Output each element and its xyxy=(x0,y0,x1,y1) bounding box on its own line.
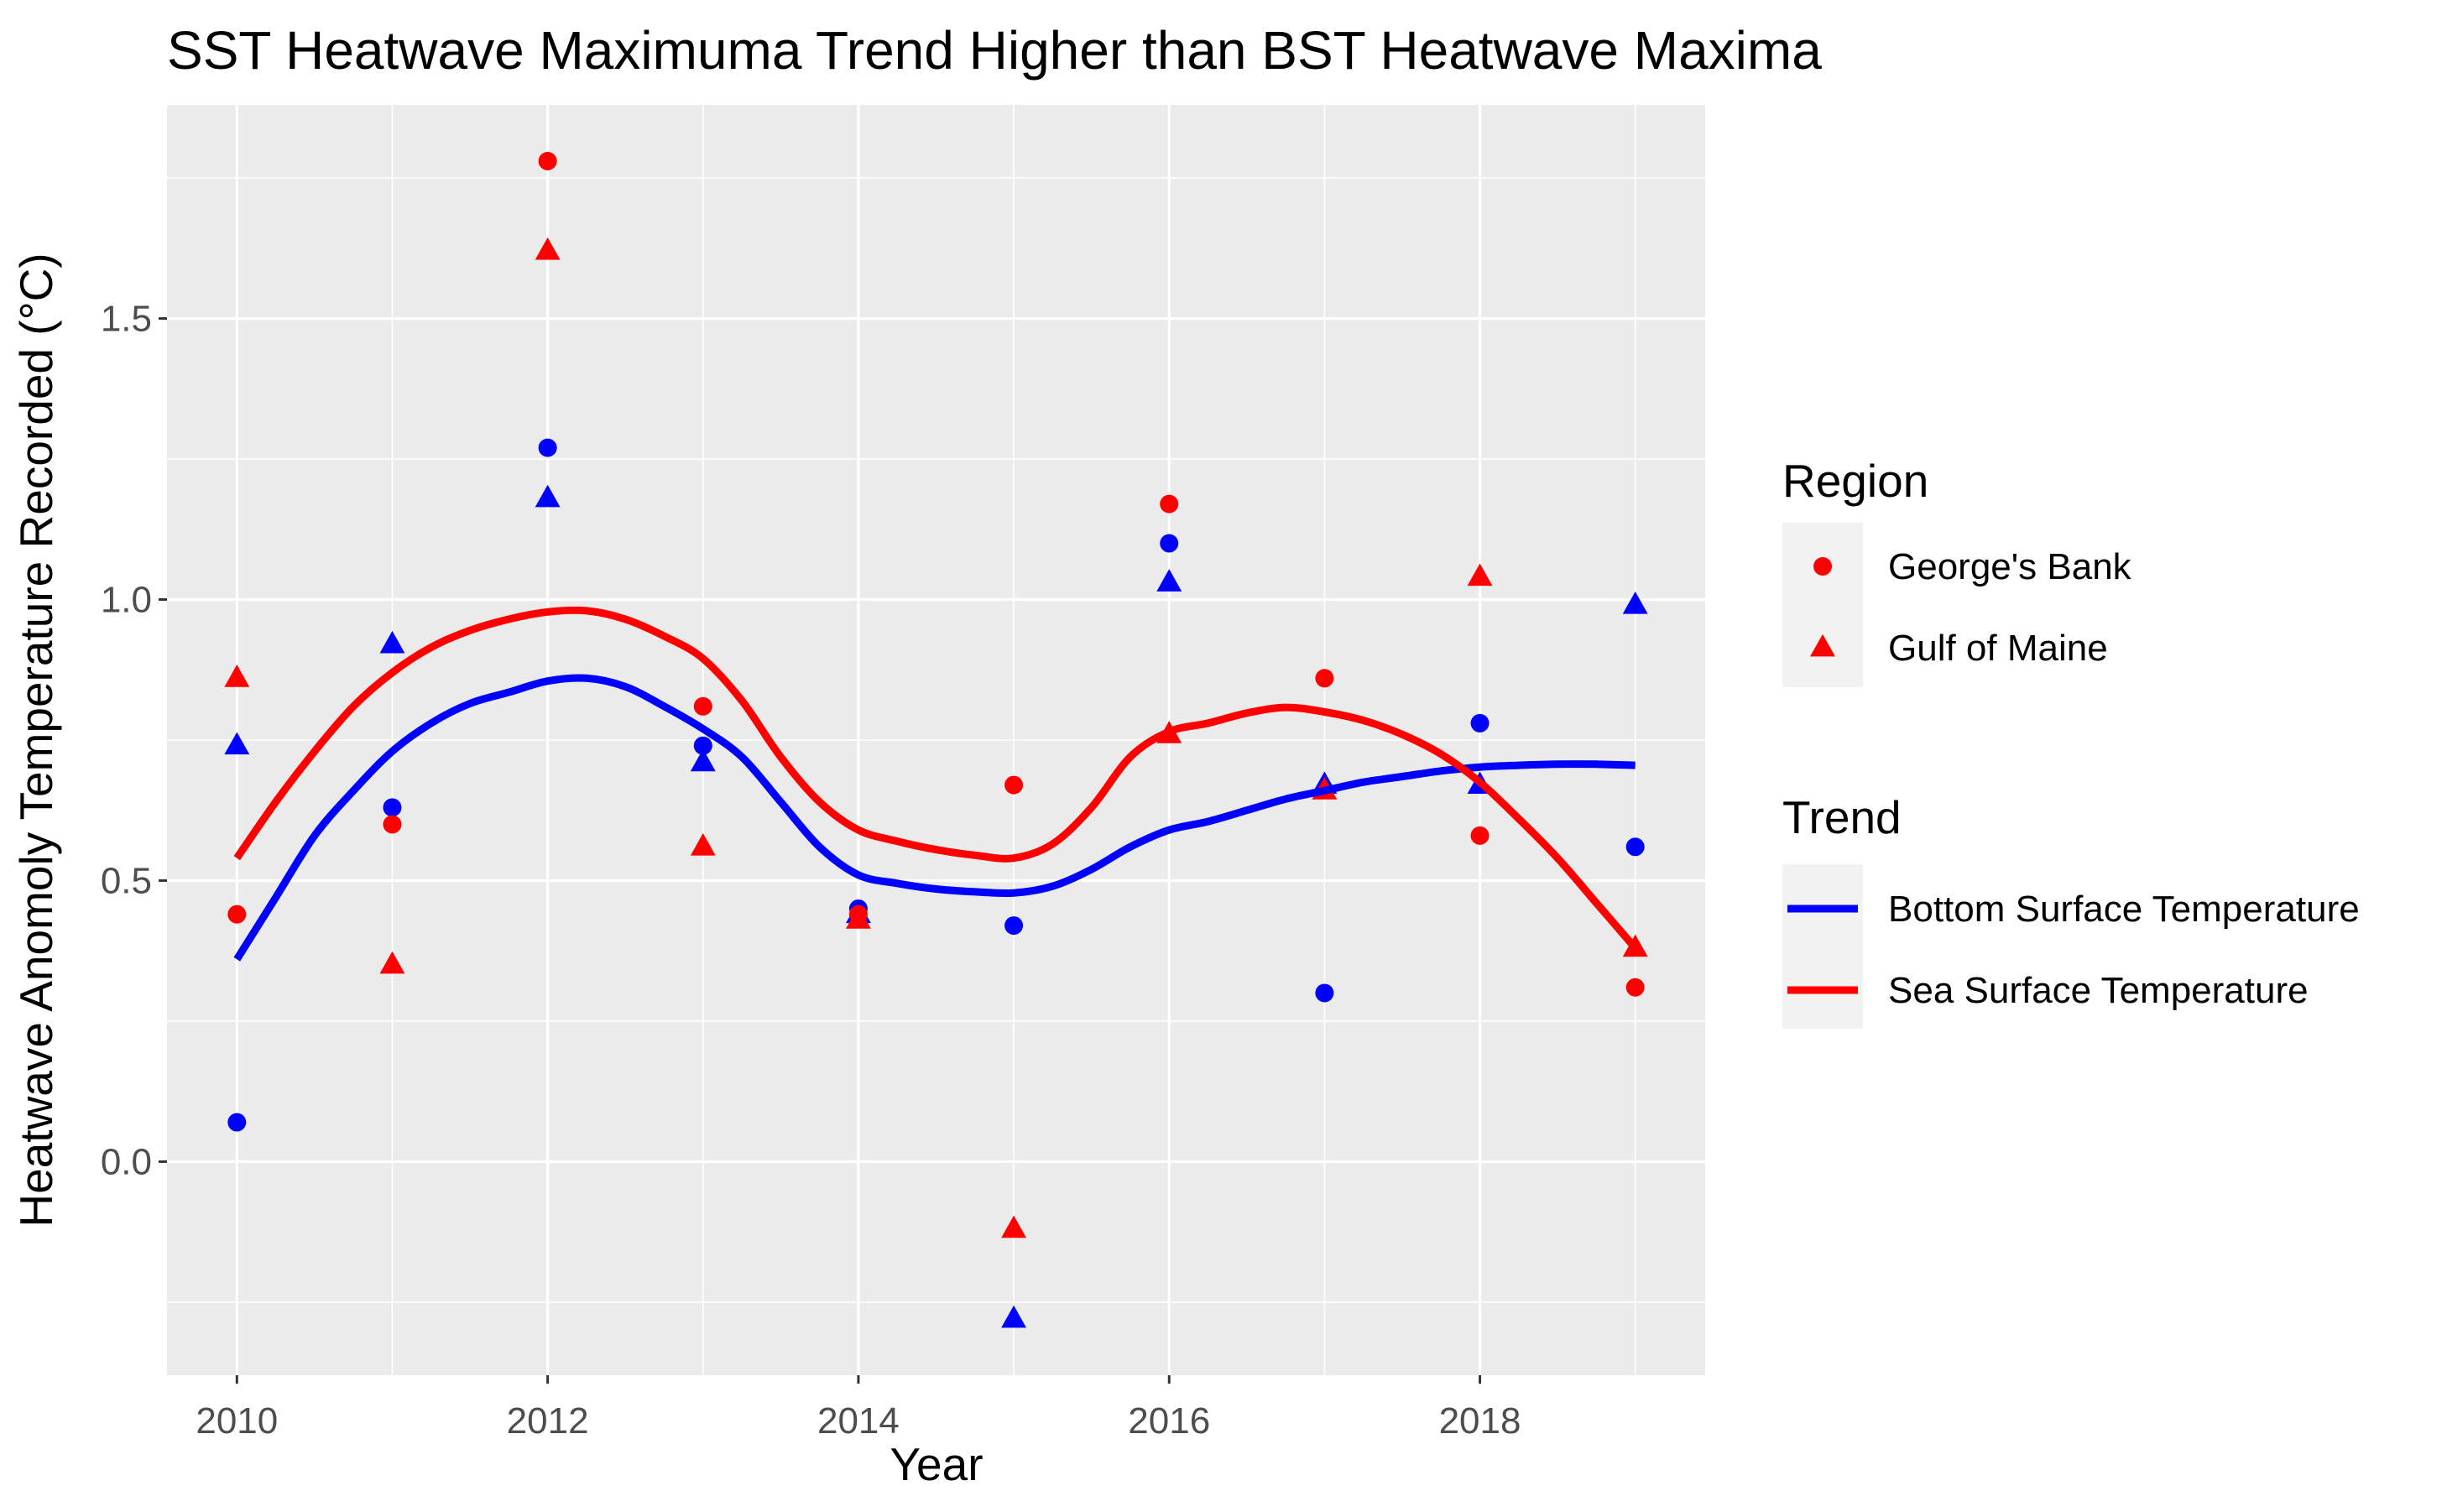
point-sea-surface-temperature-gulf-of-maine-2013 xyxy=(690,833,716,856)
point-sea-surface-temperature-george-s-bank-2012 xyxy=(538,151,557,170)
legend-key-background-trend xyxy=(1782,864,1863,1029)
point-sea-surface-temperature-george-s-bank-2018 xyxy=(1470,826,1490,845)
point-bottom-surface-temperature-george-s-bank-2010 xyxy=(227,1113,247,1132)
point-bottom-surface-temperature-george-s-bank-2017 xyxy=(1315,983,1334,1003)
point-sea-surface-temperature-george-s-bank-2011 xyxy=(383,815,402,834)
legend-key-gulf-of-maine xyxy=(1810,633,1835,657)
point-bottom-surface-temperature-gulf-of-maine-2016 xyxy=(1156,569,1182,592)
point-sea-surface-temperature-gulf-of-maine-2018 xyxy=(1467,563,1493,587)
legend-key-george-s-bank xyxy=(1813,557,1832,576)
y-axis-title: Heatwave Anomoly Temperature Recorded (°… xyxy=(10,253,62,1227)
point-sea-surface-temperature-george-s-bank-2013 xyxy=(693,696,712,716)
legend-label-bottom-surface-temperature: Bottom Surface Temperature xyxy=(1888,889,2360,930)
x-tick-label: 2018 xyxy=(1439,1400,1521,1442)
point-bottom-surface-temperature-gulf-of-maine-2012 xyxy=(535,484,561,508)
plot-area: 2010 2012 2014 2016 2018 0.0 0.5 1.0 1.5 xyxy=(101,105,1705,1442)
point-sea-surface-temperature-george-s-bank-2015 xyxy=(1004,775,1024,795)
point-bottom-surface-temperature-george-s-bank-2012 xyxy=(538,438,557,457)
point-bottom-surface-temperature-george-s-bank-2013 xyxy=(693,736,712,755)
point-sea-surface-temperature-gulf-of-maine-2010 xyxy=(224,665,250,687)
x-tick-label: 2016 xyxy=(1128,1400,1210,1442)
y-tick-label: 0.5 xyxy=(101,860,152,901)
legend-label-sea-surface-temperature: Sea Surface Temperature xyxy=(1888,970,2309,1011)
trend-line-bottom-surface-temperature xyxy=(233,674,1636,962)
point-bottom-surface-temperature-gulf-of-maine-2019 xyxy=(1622,591,1648,614)
point-bottom-surface-temperature-gulf-of-maine-2011 xyxy=(379,630,405,654)
point-sea-surface-temperature-gulf-of-maine-2012 xyxy=(535,237,561,260)
point-bottom-surface-temperature-george-s-bank-2011 xyxy=(383,798,402,817)
point-bottom-surface-temperature-george-s-bank-2016 xyxy=(1160,534,1179,553)
y-tick-label: 0.0 xyxy=(101,1141,152,1182)
point-bottom-surface-temperature-george-s-bank-2018 xyxy=(1470,713,1490,733)
point-bottom-surface-temperature-gulf-of-maine-2013 xyxy=(690,748,716,772)
point-sea-surface-temperature-george-s-bank-2010 xyxy=(227,905,247,924)
y-tick-label: 1.5 xyxy=(101,299,152,340)
legend-title-trend: Trend xyxy=(1782,791,1902,843)
point-sea-surface-temperature-gulf-of-maine-2015 xyxy=(1001,1215,1027,1238)
point-bottom-surface-temperature-gulf-of-maine-2010 xyxy=(224,732,250,755)
point-sea-surface-temperature-george-s-bank-2019 xyxy=(1625,978,1645,997)
legend-label-george-s-bank: George's Bank xyxy=(1888,546,2132,587)
point-sea-surface-temperature-gulf-of-maine-2014 xyxy=(845,906,871,929)
y-tick-label: 1.0 xyxy=(101,580,152,621)
legend-label-gulf-of-maine: Gulf of Maine xyxy=(1888,628,2108,669)
point-sea-surface-temperature-george-s-bank-2017 xyxy=(1315,669,1334,688)
trend-line-sea-surface-temperature xyxy=(233,606,1639,951)
x-axis-title: Year xyxy=(890,1438,983,1490)
legend-title-region: Region xyxy=(1782,455,1928,507)
point-bottom-surface-temperature-george-s-bank-2015 xyxy=(1004,916,1024,936)
x-tick-label: 2010 xyxy=(196,1400,278,1442)
chart-title: SST Heatwave Maximuma Trend Higher than … xyxy=(167,20,1822,81)
x-tick-label: 2012 xyxy=(507,1400,589,1442)
legend-key-background-region xyxy=(1782,523,1863,687)
point-sea-surface-temperature-george-s-bank-2016 xyxy=(1160,494,1179,514)
point-sea-surface-temperature-gulf-of-maine-2011 xyxy=(379,951,405,974)
legend: Region Trend George's Bank Gulf of Maine B… xyxy=(1782,455,2360,1029)
point-bottom-surface-temperature-george-s-bank-2019 xyxy=(1625,837,1645,857)
x-tick-label: 2014 xyxy=(817,1400,900,1442)
point-bottom-surface-temperature-gulf-of-maine-2015 xyxy=(1001,1305,1027,1328)
